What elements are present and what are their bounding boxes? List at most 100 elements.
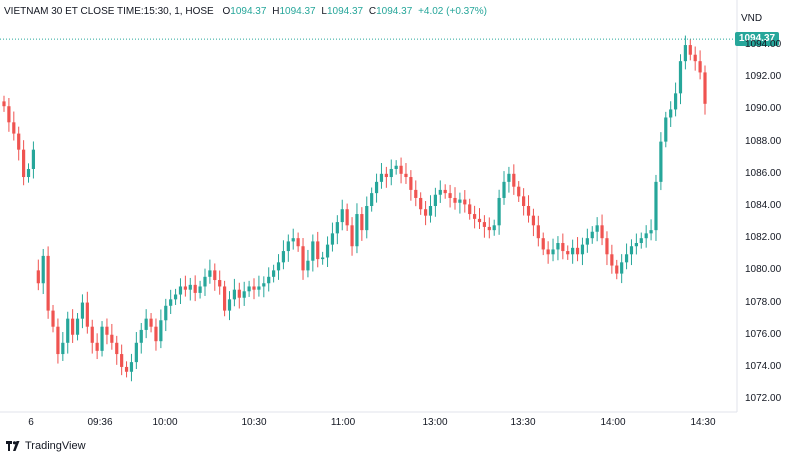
candle-body bbox=[80, 302, 85, 319]
candle-body bbox=[595, 225, 599, 232]
candle-body bbox=[198, 286, 202, 293]
candle-body bbox=[423, 209, 428, 216]
candle-body bbox=[17, 133, 21, 150]
candle bbox=[585, 228, 589, 253]
candle-body bbox=[115, 342, 119, 355]
candle-body bbox=[124, 366, 129, 372]
price-tick-label: 1084.00 bbox=[745, 200, 782, 211]
candle-body bbox=[66, 318, 70, 343]
candle-body bbox=[536, 225, 540, 239]
candle-body bbox=[95, 342, 99, 351]
open-label: O bbox=[222, 6, 231, 17]
candle-body bbox=[350, 225, 354, 247]
candle-body bbox=[379, 173, 384, 182]
candle-body bbox=[678, 61, 683, 94]
candle-body bbox=[615, 265, 619, 274]
candle-body bbox=[443, 189, 447, 194]
candle bbox=[36, 259, 40, 291]
candle bbox=[105, 318, 109, 345]
candle bbox=[620, 254, 624, 284]
candle-body bbox=[698, 61, 702, 73]
candle bbox=[541, 232, 545, 256]
low-value: 1094.37 bbox=[326, 6, 364, 17]
candle-body bbox=[325, 244, 330, 258]
time-tick-label: 14:30 bbox=[690, 417, 716, 428]
candle-body bbox=[252, 286, 256, 290]
candle bbox=[149, 313, 153, 333]
candle bbox=[556, 236, 560, 261]
candle-body bbox=[178, 286, 183, 295]
price-tick-label: 1088.00 bbox=[745, 135, 782, 147]
candle-body bbox=[281, 251, 286, 263]
candle bbox=[66, 311, 70, 354]
candle bbox=[188, 277, 192, 301]
candle-body bbox=[237, 289, 241, 298]
candle bbox=[311, 234, 315, 272]
candle-body bbox=[286, 241, 290, 252]
candle bbox=[80, 294, 85, 329]
candle bbox=[492, 219, 496, 236]
candle-body bbox=[399, 165, 403, 174]
candle bbox=[546, 241, 550, 264]
candle-body bbox=[605, 238, 609, 255]
candle-body bbox=[100, 326, 104, 351]
candle-body bbox=[291, 238, 295, 242]
candle-body bbox=[433, 194, 437, 206]
candle-body bbox=[551, 249, 555, 255]
candle-body bbox=[164, 305, 168, 321]
candle bbox=[296, 232, 300, 252]
price-tick-label: 1076.00 bbox=[745, 328, 782, 340]
candle bbox=[526, 195, 531, 223]
candle bbox=[394, 160, 398, 175]
candle bbox=[379, 163, 384, 189]
candle bbox=[566, 245, 570, 260]
candle-body bbox=[673, 93, 678, 110]
candle bbox=[95, 333, 99, 360]
candle-body bbox=[149, 318, 153, 327]
candle bbox=[644, 225, 648, 248]
tradingview-branding[interactable]: TradingView bbox=[6, 440, 86, 452]
candle bbox=[502, 171, 506, 205]
candle bbox=[335, 215, 339, 245]
candle bbox=[218, 270, 222, 295]
candle bbox=[659, 132, 663, 191]
candle bbox=[605, 231, 609, 266]
candle-body bbox=[71, 318, 75, 335]
candle bbox=[615, 259, 619, 280]
candle-body bbox=[188, 284, 192, 290]
candle bbox=[232, 278, 236, 307]
candle-body bbox=[590, 231, 594, 239]
candle-body bbox=[482, 222, 487, 227]
change-value: +4.02 (+0.37%) bbox=[418, 6, 487, 17]
candle-body bbox=[419, 197, 423, 210]
candle bbox=[100, 321, 104, 357]
candle bbox=[384, 166, 388, 188]
candle bbox=[389, 159, 393, 186]
candle-body bbox=[242, 291, 246, 298]
candle-body bbox=[296, 238, 300, 247]
candle bbox=[213, 263, 217, 291]
candle-body bbox=[232, 289, 236, 300]
candle bbox=[71, 309, 75, 343]
candle-body bbox=[247, 286, 251, 292]
candle-body bbox=[526, 206, 531, 216]
candle-body bbox=[120, 354, 124, 367]
candle bbox=[110, 323, 114, 350]
candle bbox=[272, 264, 276, 283]
candle-body bbox=[688, 45, 692, 55]
candle-body bbox=[213, 270, 217, 281]
candle bbox=[693, 46, 697, 71]
candle bbox=[17, 126, 21, 161]
candle bbox=[90, 319, 94, 354]
candle-body bbox=[330, 233, 335, 245]
candle bbox=[649, 219, 653, 241]
candle bbox=[507, 166, 511, 193]
candle-body bbox=[203, 276, 207, 287]
candle-body bbox=[208, 270, 212, 277]
candle bbox=[595, 217, 599, 242]
time-tick-label: 11:00 bbox=[330, 417, 356, 428]
candle-body bbox=[600, 225, 604, 239]
candle bbox=[306, 249, 310, 278]
candle bbox=[154, 318, 158, 351]
